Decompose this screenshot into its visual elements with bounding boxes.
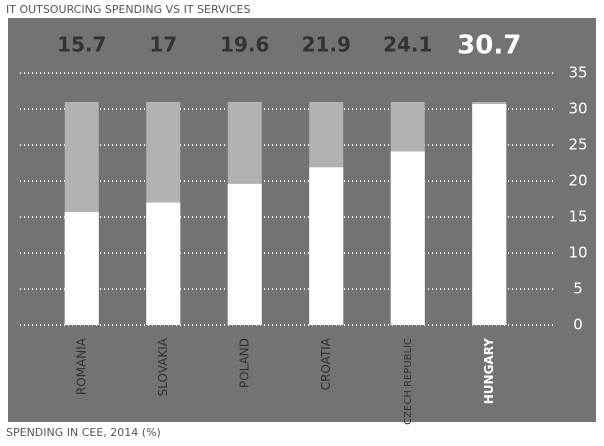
x-tick-label: POLAND [237,338,251,388]
x-tick-label: CZECH REPUBLIC [403,338,414,425]
value-label: 15.7 [57,33,106,57]
bar [64,211,99,325]
bar [309,167,344,325]
chart-title: IT OUTSOURCING SPENDING VS IT SERVICES [6,3,250,16]
y-tick-label: 30 [568,100,587,118]
value-label: 24.1 [383,33,432,57]
x-tick-label: ROMANIA [74,337,88,395]
y-tick-label: 35 [568,64,587,82]
y-tick-label: 0 [573,316,583,334]
y-tick-label: 15 [568,208,587,226]
y-tick-label: 5 [573,280,583,298]
y-tick-label: 20 [568,172,587,190]
bar [146,202,181,325]
bar [472,103,507,326]
x-tick-label: HUNGARY [482,338,496,405]
y-tick-label: 10 [568,244,587,262]
value-label: 30.7 [457,31,521,61]
y-tick-label: 25 [568,136,587,154]
bar [227,183,262,325]
x-tick-label: CROATIA [319,337,333,390]
value-label: 21.9 [302,33,351,57]
value-label: 17 [149,33,177,57]
value-label: 19.6 [220,33,269,57]
x-tick-label: SLOVAKIA [156,337,170,396]
footnote: SPENDING IN CEE, 2014 (%) [6,426,161,439]
bar [390,151,425,325]
